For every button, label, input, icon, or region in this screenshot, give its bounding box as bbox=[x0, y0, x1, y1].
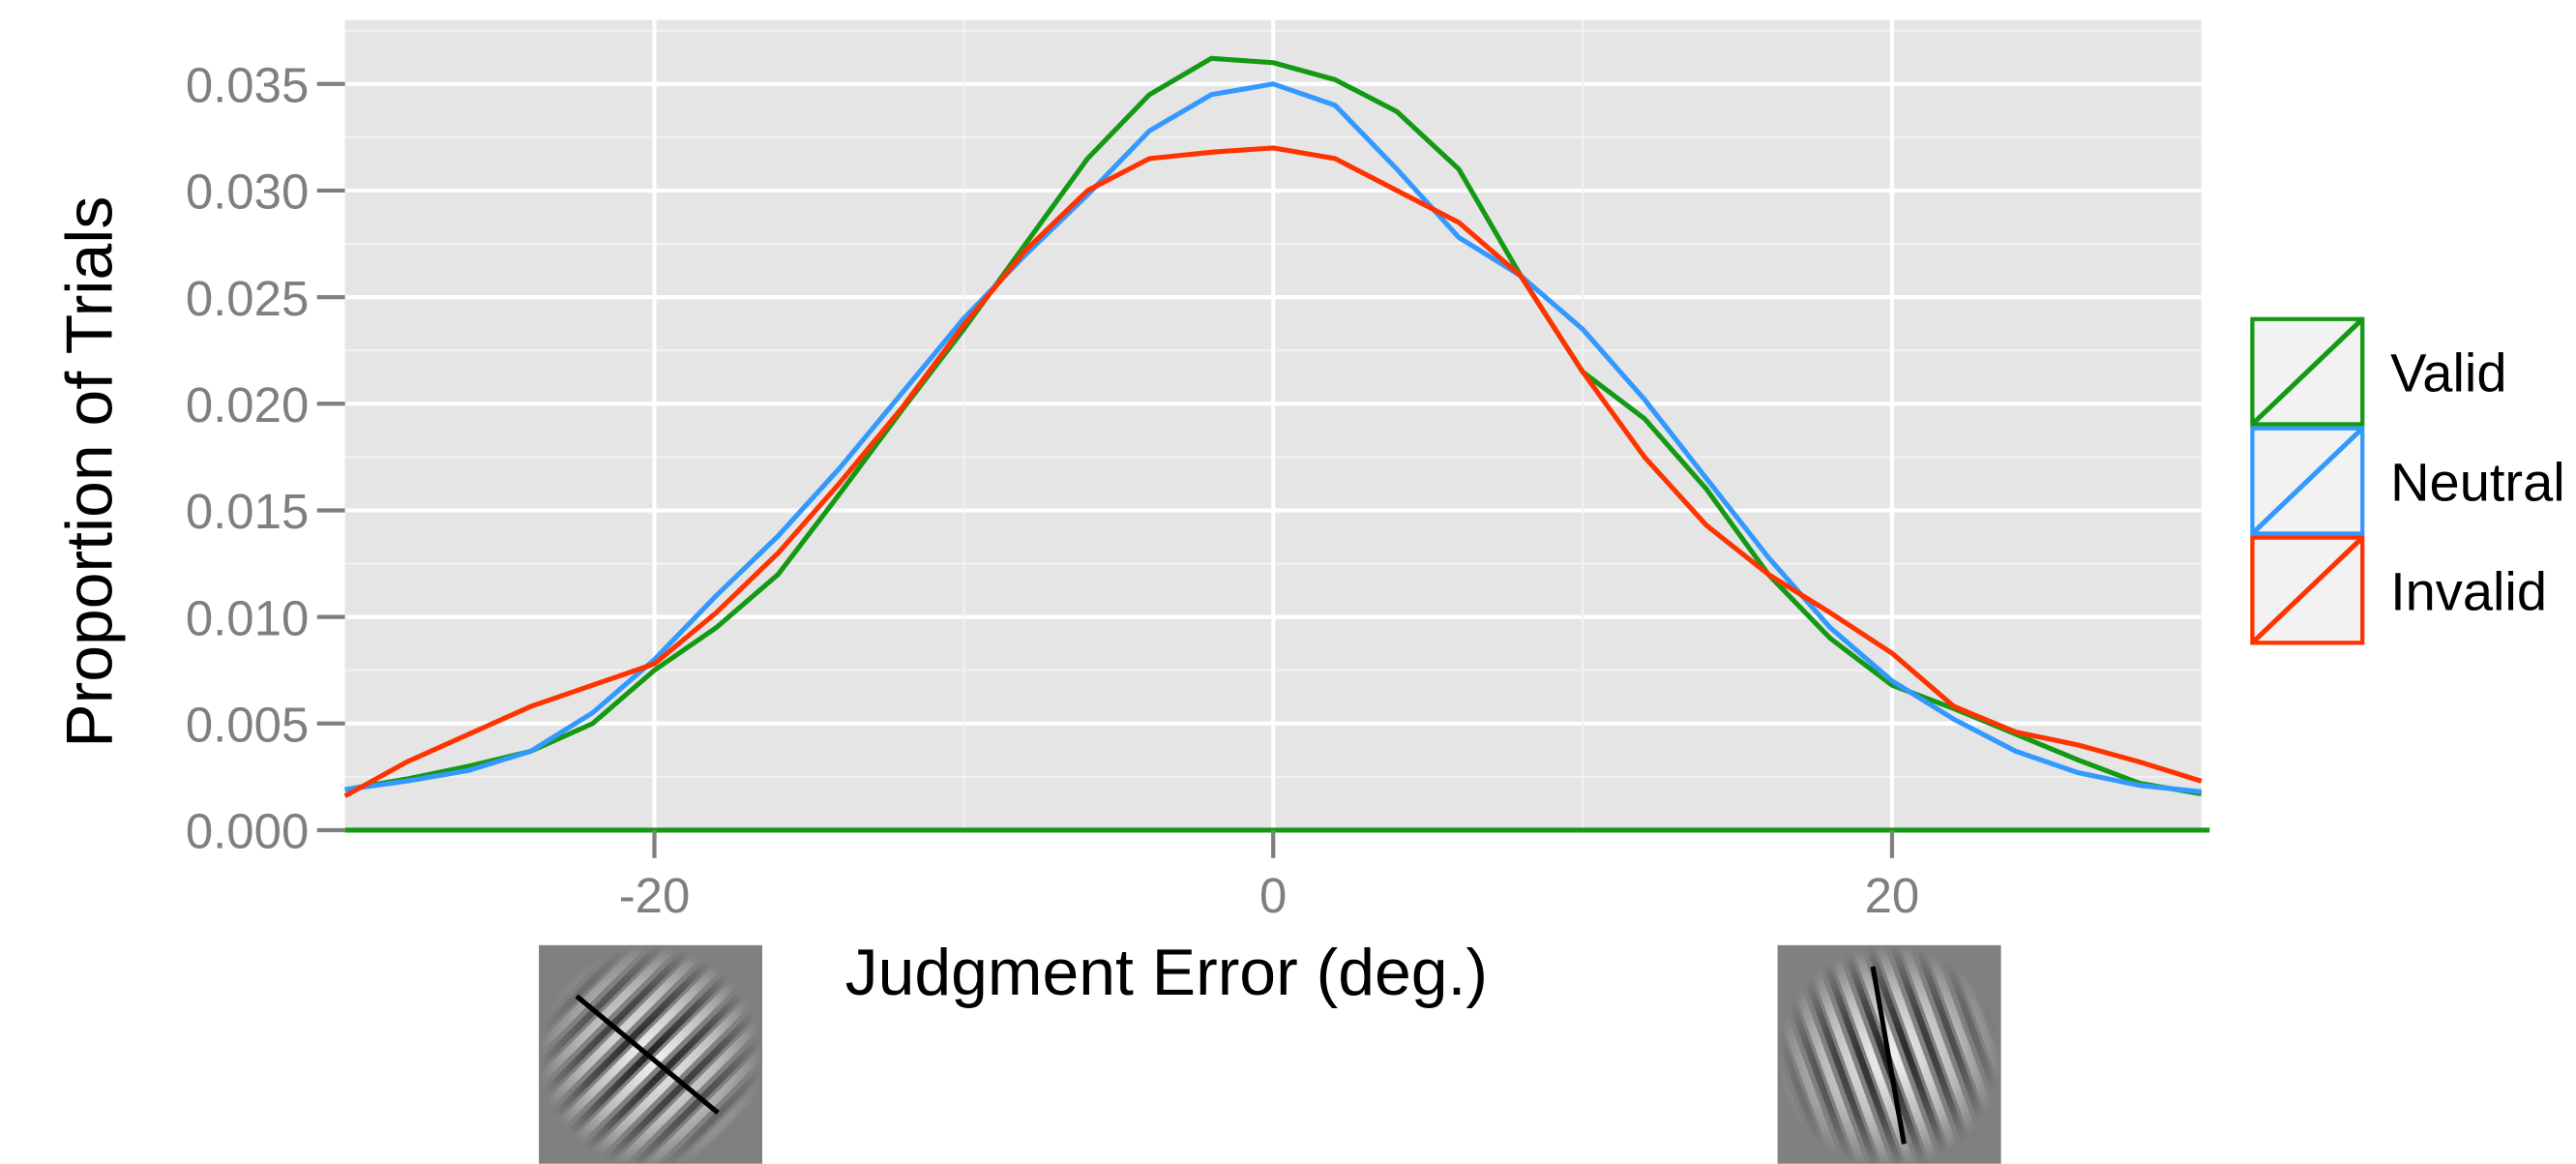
x-axis-title: Judgment Error (deg.) bbox=[845, 937, 1488, 1009]
density-line bbox=[343, 145, 2203, 798]
y-tick-label: 0.020 bbox=[186, 377, 309, 433]
legend-key-line bbox=[2250, 535, 2364, 645]
legend-key-line bbox=[2250, 426, 2364, 536]
y-tick-label: 0.030 bbox=[186, 164, 309, 220]
x-tick-label: 0 bbox=[1259, 868, 1287, 923]
y-axis-title: Proportion of Trials bbox=[53, 196, 126, 748]
legend-label: Valid bbox=[2390, 342, 2506, 403]
x-tick-label: 20 bbox=[1865, 868, 1920, 923]
density-line bbox=[344, 81, 2203, 794]
y-tick-label: 0.005 bbox=[186, 697, 309, 752]
y-tick-label: 0.010 bbox=[186, 590, 309, 645]
legend-label: Neutral bbox=[2390, 451, 2565, 512]
y-tick-label: 0.000 bbox=[186, 804, 309, 859]
y-tick-label: 0.025 bbox=[186, 271, 309, 326]
legend-key-line bbox=[2250, 316, 2364, 427]
legend: Valid Neutral Invalid bbox=[2250, 316, 2565, 645]
y-tick-label: 0.035 bbox=[186, 57, 309, 112]
y-tick-label: 0.015 bbox=[186, 484, 309, 539]
stimulus-left bbox=[539, 944, 763, 1164]
x-tick-label: -20 bbox=[619, 868, 691, 923]
legend-label: Invalid bbox=[2390, 560, 2547, 621]
stimulus-right bbox=[1777, 944, 2001, 1164]
density-line bbox=[344, 55, 2203, 796]
